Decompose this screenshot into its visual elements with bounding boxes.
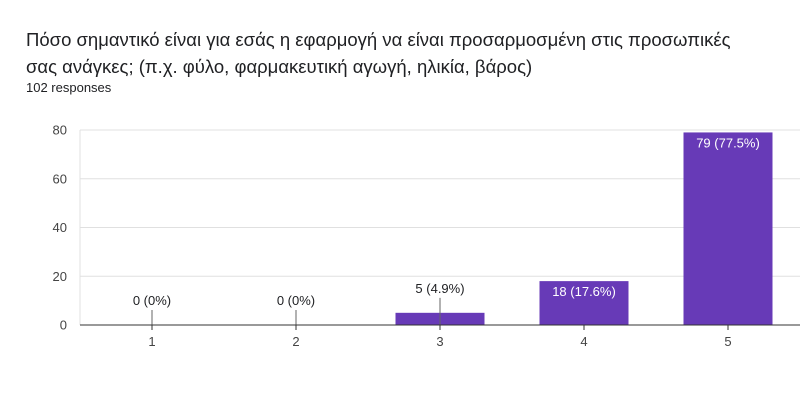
bar [683, 132, 773, 325]
bar [539, 281, 629, 325]
x-tick-label: 4 [580, 334, 587, 349]
x-tick-label: 1 [148, 334, 155, 349]
y-tick-label: 80 [53, 123, 67, 138]
question-title: Πόσο σημαντικό είναι για εσάς η εφαρμογή… [26, 29, 731, 77]
data-label: 18 (17.6%) [552, 284, 616, 299]
x-tick-label: 5 [724, 334, 731, 349]
x-tick-label: 2 [292, 334, 299, 349]
x-tick-label: 3 [436, 334, 443, 349]
response-count: 102 responses [26, 80, 112, 95]
y-tick-label: 20 [53, 269, 67, 284]
y-tick-label: 40 [53, 220, 67, 235]
data-label: 5 (4.9%) [415, 281, 464, 296]
data-label: 0 (0%) [133, 293, 171, 308]
data-label: 79 (77.5%) [696, 135, 760, 150]
y-tick-label: 60 [53, 171, 67, 186]
y-tick-label: 0 [60, 318, 67, 333]
data-label: 0 (0%) [277, 293, 315, 308]
